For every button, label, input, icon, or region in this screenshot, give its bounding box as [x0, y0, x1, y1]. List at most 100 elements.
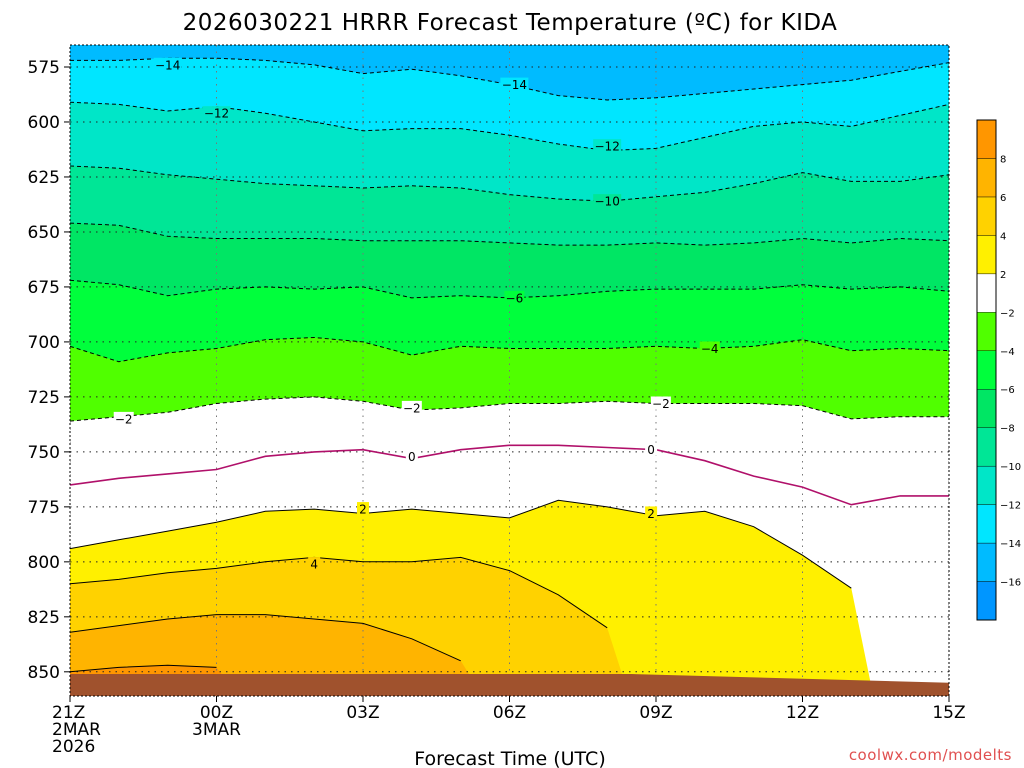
contour-label: 0 — [408, 450, 416, 464]
x-tick-label: 2026 — [52, 737, 95, 757]
colorbar-label: −2 — [1000, 308, 1015, 319]
grid-layer — [70, 45, 949, 696]
colorbar-label: −8 — [1000, 424, 1015, 435]
x-tick-label: 3MAR — [192, 720, 241, 740]
x-axis-label: Forecast Time (UTC) — [414, 748, 605, 768]
isotherm--8 — [70, 222, 949, 246]
ground-terrain — [70, 674, 949, 696]
ground-layer — [70, 674, 949, 696]
colorbar-label: −10 — [1000, 462, 1021, 473]
isotherm-0 — [70, 444, 949, 506]
x-tick-label: 2MAR — [52, 720, 101, 740]
y-tick-label: 800 — [28, 553, 60, 573]
isotherm-2 — [70, 499, 852, 589]
contour-label: −10 — [595, 195, 620, 209]
y-tick-label: 700 — [28, 333, 60, 353]
colorbar-label: 6 — [1000, 193, 1006, 204]
colorbar-label: −4 — [1000, 347, 1015, 358]
y-tick-label: 575 — [28, 58, 60, 78]
y-tick-label: 750 — [28, 443, 60, 463]
colorbar-label: 4 — [1000, 231, 1006, 242]
x-tick-label: 03Z — [346, 703, 379, 723]
colorbar-swatch — [976, 465, 997, 505]
contour-label-layer: −14 −14 −12 −12 −10 −6 −4 −2 −2 −2 0 0 2 2 4 — [113, 57, 720, 572]
chart-title: 2026030221 HRRR Forecast Temperature (ºC… — [183, 10, 838, 36]
y-tick-label: 600 — [28, 113, 60, 133]
y-tick-label: 725 — [28, 388, 60, 408]
credit-link[interactable]: coolwx.com/modelts — [849, 746, 1012, 764]
colorbar-label: 2 — [1000, 270, 1006, 281]
x-tick-label: 09Z — [639, 703, 672, 723]
colorbar-label: −6 — [1000, 385, 1015, 396]
y-tick-label: 650 — [28, 223, 60, 243]
contour-label: −2 — [115, 412, 133, 426]
contour-label: −12 — [204, 107, 229, 121]
colorbar-swatch — [976, 350, 997, 390]
colorbar-swatch — [976, 196, 997, 236]
contour-label: 4 — [310, 558, 318, 572]
colorbar: −16 −14 −12 −10 −8 −6 −4 −2 2 4 6 8 — [976, 119, 1021, 621]
contour-label: −2 — [652, 397, 670, 411]
colorbar-swatch — [976, 312, 997, 351]
temperature-fill-layer — [70, 45, 949, 696]
contour-label-bg — [202, 106, 231, 120]
contour-label: −6 — [506, 291, 524, 305]
x-tick-label: 00Z — [200, 703, 233, 723]
plot-area: −14 −14 −12 −12 −10 −6 −4 −2 −2 −2 0 0 2 2 4 — [70, 45, 949, 696]
x-tick-label: 21Z — [52, 703, 85, 723]
x-tick-label: 06Z — [493, 703, 526, 723]
contour-label-bg — [153, 57, 182, 71]
colorbar-label: −14 — [1000, 539, 1021, 550]
contour-label-bg — [504, 290, 525, 304]
contour-label-bg — [401, 400, 422, 414]
contour-label-bg — [699, 341, 720, 355]
colorbar-frame — [976, 119, 997, 621]
colorbar-swatch — [976, 581, 997, 621]
contour-label-bg — [308, 557, 321, 571]
y-tick-label: 675 — [28, 278, 60, 298]
y-axis: 575 600 625 650 675 700 725 750 775 800 825 850 — [28, 58, 70, 683]
colorbar-swatch — [976, 389, 997, 428]
contour-label: 2 — [359, 503, 367, 517]
colorbar-swatch — [976, 119, 997, 159]
x-tick-label: 12Z — [786, 703, 819, 723]
isotherm-8 — [70, 664, 217, 673]
contour-label-bg — [645, 442, 658, 456]
contour-label: 0 — [647, 443, 655, 457]
contour-label: −14 — [155, 58, 180, 72]
colorbar-swatch — [976, 158, 997, 198]
y-tick-label: 625 — [28, 168, 60, 188]
colorbar-label: −12 — [1000, 501, 1021, 512]
colorbar-swatch — [976, 542, 997, 582]
y-tick-label: 775 — [28, 498, 60, 518]
isotherm-6 — [70, 614, 461, 662]
contour-label: −12 — [595, 140, 620, 154]
y-tick-label: 850 — [28, 663, 60, 683]
contour-label-bg — [593, 194, 622, 208]
colorbar-swatch — [976, 273, 997, 313]
isotherm--2 — [70, 396, 949, 422]
colorbar-swatch — [976, 235, 997, 275]
colorbar-swatch — [976, 427, 997, 467]
x-tick-label: 15Z — [932, 703, 965, 723]
colorbar-label: 8 — [1000, 154, 1006, 165]
contour-label-bg — [405, 449, 418, 463]
isotherm--4 — [70, 336, 949, 363]
contour-label-bg — [500, 77, 529, 91]
y-tick-label: 825 — [28, 608, 60, 628]
isotherm--10 — [70, 165, 949, 202]
contour-label: 2 — [647, 507, 655, 521]
isotherm-4 — [70, 556, 608, 629]
contour-label-bg — [645, 506, 658, 520]
contour-label-bg — [113, 411, 134, 425]
contour-label-bg — [593, 139, 622, 153]
contour-label-bg — [357, 502, 369, 516]
contour-label: −4 — [701, 342, 719, 356]
contour-label: −2 — [403, 401, 421, 415]
colorbar-swatch — [976, 504, 997, 544]
colorbar-label: −16 — [1000, 578, 1021, 589]
contour-label-bg — [650, 396, 671, 410]
contour-label: −14 — [502, 78, 527, 92]
